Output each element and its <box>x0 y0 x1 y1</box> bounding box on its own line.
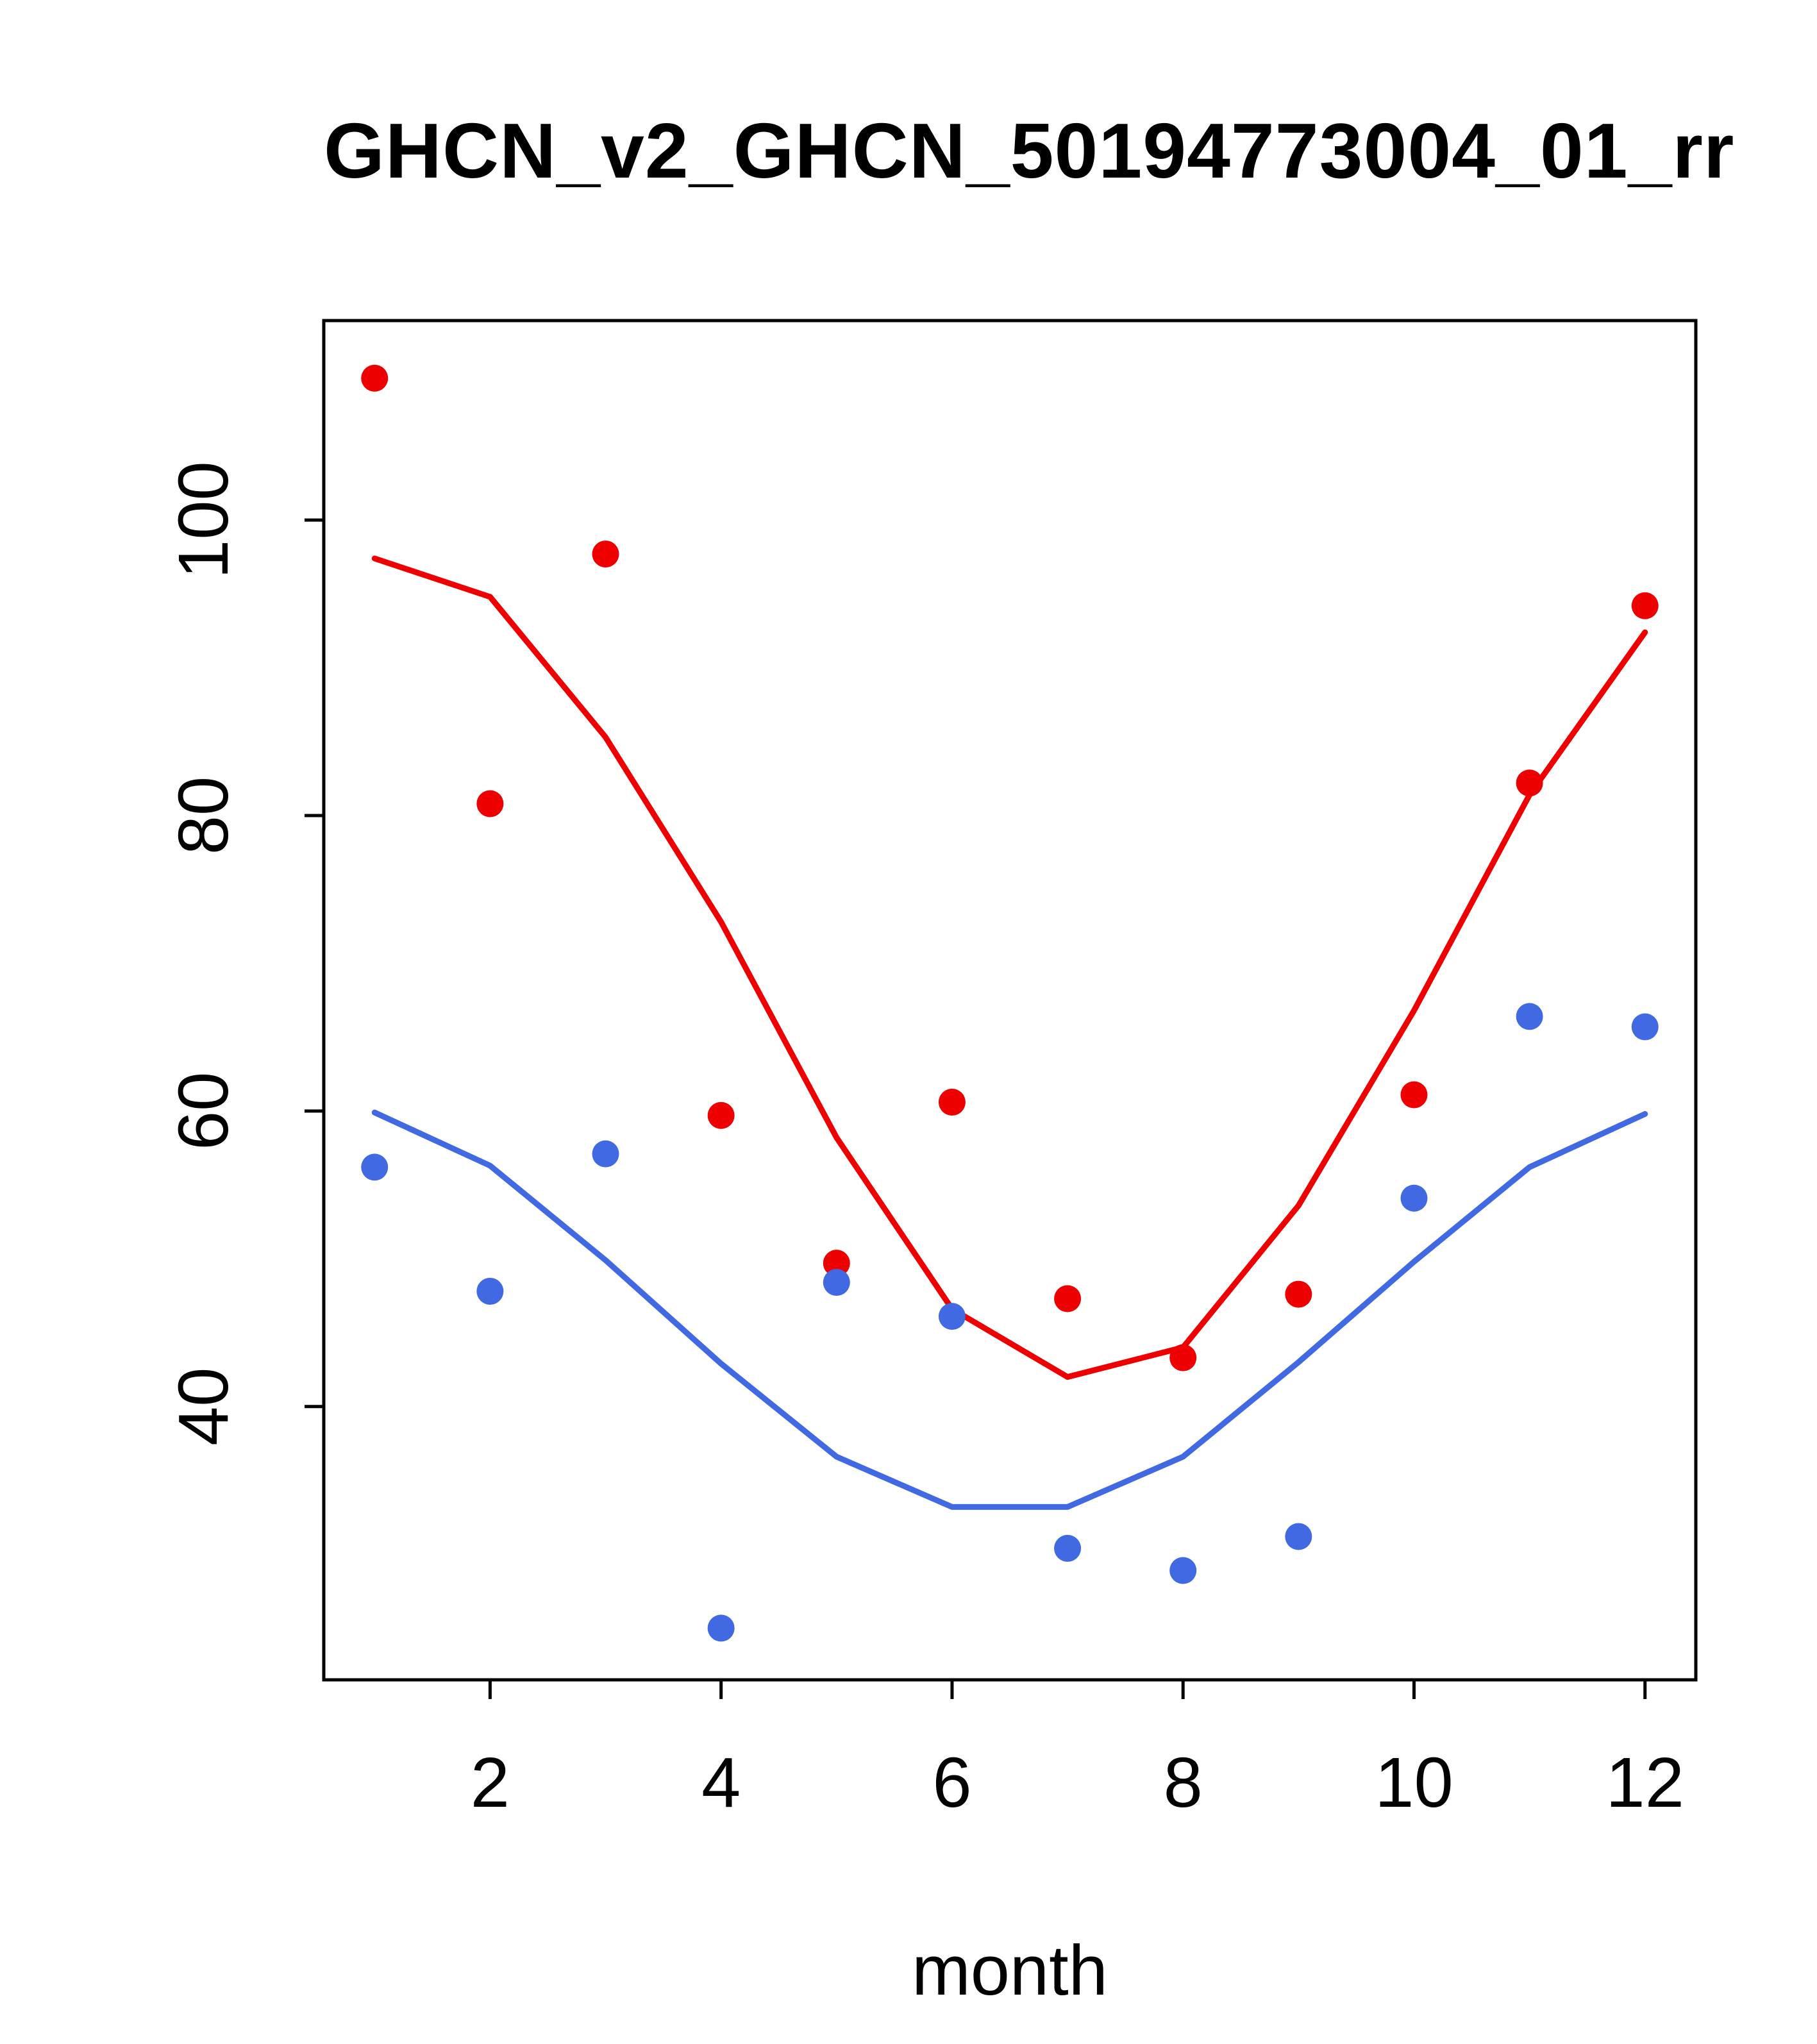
data-point-upper-points <box>592 540 619 568</box>
data-point-lower-points <box>1054 1534 1082 1562</box>
data-point-upper-points <box>476 790 504 817</box>
data-point-upper-points <box>1169 1344 1197 1371</box>
data-point-upper-points <box>938 1089 966 1116</box>
y-tick-label: 80 <box>164 776 243 855</box>
data-point-upper-points <box>1631 592 1659 619</box>
chart-title: GHCN_v2_GHCN_50194773004_01_rr <box>324 107 1735 194</box>
y-tick-label: 100 <box>164 461 243 579</box>
series-line-lower-line <box>371 1109 1648 1510</box>
data-point-lower-points <box>1516 1003 1543 1030</box>
data-point-upper-points <box>361 364 389 392</box>
data-point-lower-points <box>938 1303 966 1330</box>
data-point-upper-points <box>1516 769 1543 797</box>
data-point-upper-points <box>823 1250 850 1277</box>
data-point-lower-points <box>823 1269 850 1296</box>
data-point-lower-points <box>1631 1013 1659 1041</box>
data-point-upper-points <box>1285 1280 1312 1308</box>
data-point-lower-points <box>476 1277 504 1305</box>
data-point-lower-points <box>1400 1184 1428 1212</box>
data-point-lower-points <box>592 1140 619 1168</box>
x-axis-title: month <box>912 1931 1108 2010</box>
y-tick-label: 40 <box>164 1368 243 1446</box>
data-point-lower-points <box>707 1614 735 1642</box>
series-line-upper-line <box>371 555 1648 1380</box>
data-point-upper-points <box>1400 1081 1428 1109</box>
plot-border <box>322 319 1698 1682</box>
x-tick-label: 2 <box>471 1743 510 1822</box>
data-point-upper-points <box>707 1102 735 1129</box>
x-tick-label: 6 <box>932 1743 971 1822</box>
data-point-lower-points <box>1285 1523 1312 1550</box>
data-point-upper-points <box>1054 1285 1082 1312</box>
x-tick-label: 10 <box>1375 1743 1453 1822</box>
x-tick-label: 8 <box>1164 1743 1203 1822</box>
x-tick-label: 12 <box>1606 1743 1684 1822</box>
data-point-lower-points <box>1169 1557 1197 1584</box>
data-point-lower-points <box>361 1153 389 1181</box>
y-tick-label: 60 <box>164 1072 243 1150</box>
x-tick-label: 4 <box>701 1743 741 1822</box>
